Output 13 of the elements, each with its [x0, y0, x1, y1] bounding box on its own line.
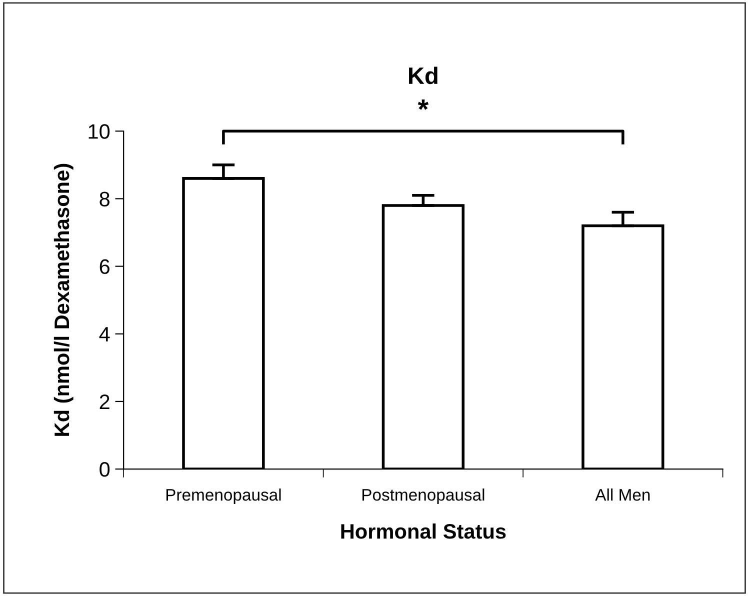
- y-tick-label: 10: [88, 124, 110, 139]
- y-tick-label: 4: [99, 327, 110, 342]
- y-tick-label: 6: [100, 259, 110, 274]
- y-axis-title: Kd (nmol/l Dexamethasone): [54, 164, 74, 436]
- x-axis-title: Hormonal Status: [341, 523, 506, 539]
- x-tick-label: All Men: [595, 488, 650, 501]
- x-tick-label: Postmenopausal: [362, 488, 484, 504]
- y-tick-label: 0: [100, 462, 110, 477]
- y-tick-label: 2: [100, 394, 110, 410]
- y-tick-label: 8: [100, 192, 110, 206]
- text: *: [418, 99, 429, 110]
- chart-title: Kd: [409, 66, 438, 84]
- x-tick-label: Premenopausal: [166, 488, 281, 504]
